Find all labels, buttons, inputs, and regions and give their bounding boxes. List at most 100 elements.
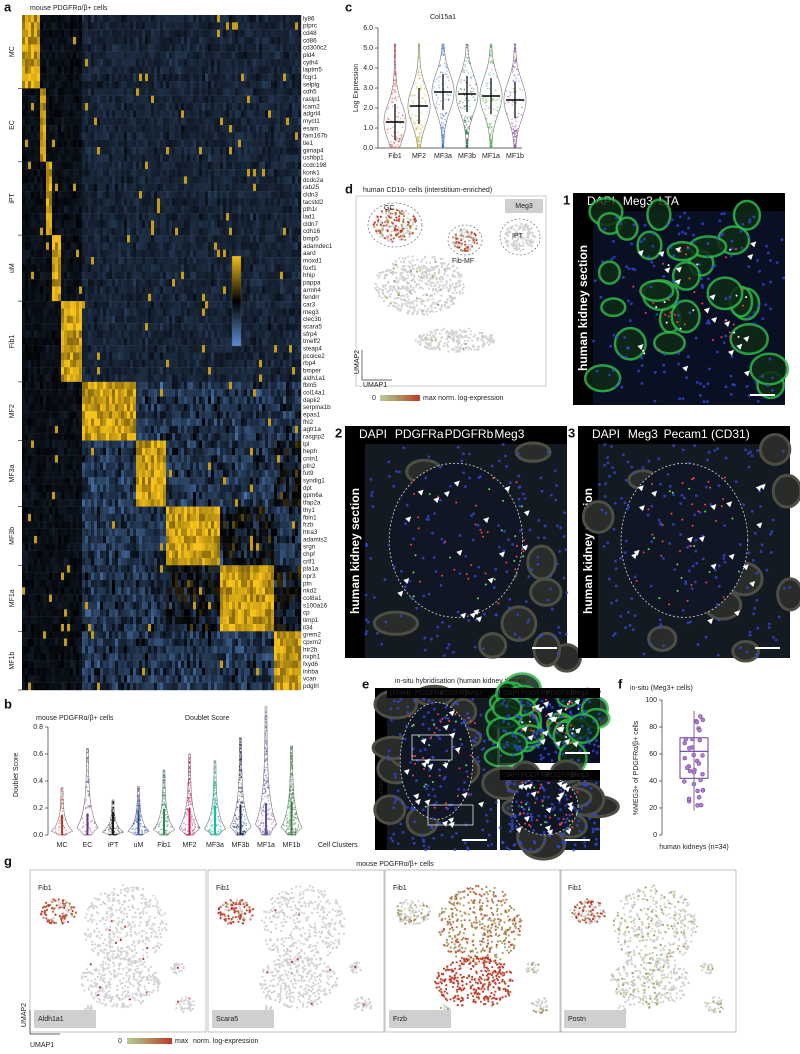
heatmap-cell <box>163 352 167 361</box>
heatmap-cell <box>73 139 77 148</box>
heatmap-cell <box>148 15 152 23</box>
heatmap-cell <box>292 29 296 38</box>
heatmap-cell <box>40 242 44 250</box>
heatmap-cell <box>298 81 302 89</box>
heatmap-cell <box>70 103 74 111</box>
heatmap-cell <box>154 125 158 133</box>
heatmap-cell <box>79 176 83 184</box>
heatmap-cell <box>55 51 59 60</box>
heatmap-cell <box>175 147 179 155</box>
heatmap-cell <box>199 59 203 67</box>
heatmap-cell <box>163 227 167 236</box>
heatmap-cell <box>208 220 212 228</box>
heatmap-cell <box>79 403 83 412</box>
heatmap-cell <box>217 330 221 339</box>
heatmap-cell <box>61 396 65 405</box>
heatmap-cell <box>145 103 149 111</box>
heatmap-cell <box>256 15 260 23</box>
heatmap-cell <box>277 103 281 111</box>
heatmap-cell <box>181 88 185 96</box>
heatmap-cell <box>28 205 32 214</box>
heatmap-cell <box>94 73 98 82</box>
heatmap-cell <box>106 213 110 221</box>
heatmap-cell <box>55 396 59 405</box>
heatmap-cell <box>262 110 266 118</box>
heatmap-cell <box>277 132 281 140</box>
heatmap-cell <box>280 88 284 96</box>
heatmap-cell <box>139 88 143 96</box>
heatmap-cell <box>271 389 275 397</box>
heatmap-cell <box>193 110 197 118</box>
heatmap-cell <box>118 198 122 206</box>
heatmap-cell <box>127 374 131 383</box>
heatmap-cell <box>91 396 95 405</box>
heatmap-cell <box>73 323 77 331</box>
heatmap-cell <box>25 205 29 214</box>
heatmap-cell <box>79 293 83 302</box>
heatmap-cell <box>154 242 158 250</box>
heatmap-cell <box>187 103 191 111</box>
heatmap-cell <box>292 249 296 258</box>
heatmap-cell <box>238 22 242 30</box>
heatmap-cell <box>76 323 80 331</box>
heatmap-cell <box>28 389 32 397</box>
heatmap-cell <box>190 154 194 162</box>
heatmap-cell <box>124 367 128 375</box>
heatmap-cell <box>151 213 155 221</box>
heatmap-cell <box>154 139 158 148</box>
heatmap-cell <box>46 235 50 243</box>
heatmap-cell <box>109 249 113 258</box>
heatmap-cell <box>286 132 290 140</box>
heatmap-cell <box>100 242 104 250</box>
heatmap-cell <box>28 293 32 302</box>
heatmap-cell <box>223 345 227 353</box>
heatmap-cell <box>196 73 200 82</box>
heatmap-cell <box>166 396 170 405</box>
heatmap-cell <box>100 271 104 280</box>
heatmap-cell <box>268 359 272 368</box>
heatmap-cell <box>73 117 77 126</box>
heatmap-cell <box>157 205 161 214</box>
heatmap-cell <box>73 15 77 23</box>
heatmap-cell <box>91 44 95 52</box>
heatmap-cell <box>169 396 173 405</box>
heatmap-cell <box>145 15 149 23</box>
heatmap-cell <box>94 345 98 353</box>
heatmap-cell <box>292 381 296 390</box>
heatmap-cell <box>40 293 44 302</box>
heatmap-cell <box>202 191 206 199</box>
heatmap-cell <box>76 147 80 155</box>
heatmap-cell <box>292 176 296 184</box>
heatmap-cell <box>229 271 233 280</box>
heatmap-cell <box>253 330 257 339</box>
heatmap-cell <box>139 271 143 280</box>
heatmap-cell <box>214 227 218 236</box>
heatmap-cell <box>58 374 62 383</box>
heatmap-cell <box>232 235 236 243</box>
heatmap-cell <box>25 191 29 199</box>
heatmap-cell <box>67 37 71 45</box>
heatmap-cell <box>82 227 86 236</box>
heatmap-cell <box>226 381 230 390</box>
heatmap-cell <box>256 183 260 192</box>
heatmap-cell <box>268 279 272 287</box>
heatmap-cell <box>262 15 266 23</box>
heatmap-cell <box>127 81 131 89</box>
heatmap-cell <box>31 51 35 60</box>
heatmap-cell <box>238 147 242 155</box>
heatmap-cell <box>211 213 215 221</box>
heatmap-cell <box>67 359 71 368</box>
heatmap-cell <box>139 29 143 38</box>
heatmap-cell <box>25 110 29 118</box>
heatmap-cell <box>193 315 197 324</box>
heatmap-cell <box>274 110 278 118</box>
heatmap-cell <box>214 235 218 243</box>
heatmap-cell <box>283 198 287 206</box>
heatmap-cell <box>121 132 125 140</box>
heatmap-cell <box>151 37 155 45</box>
heatmap-cell <box>148 198 152 206</box>
heatmap-cell <box>274 257 278 265</box>
heatmap-cell <box>247 59 251 67</box>
heatmap-cell <box>31 345 35 353</box>
heatmap-cell <box>28 183 32 192</box>
